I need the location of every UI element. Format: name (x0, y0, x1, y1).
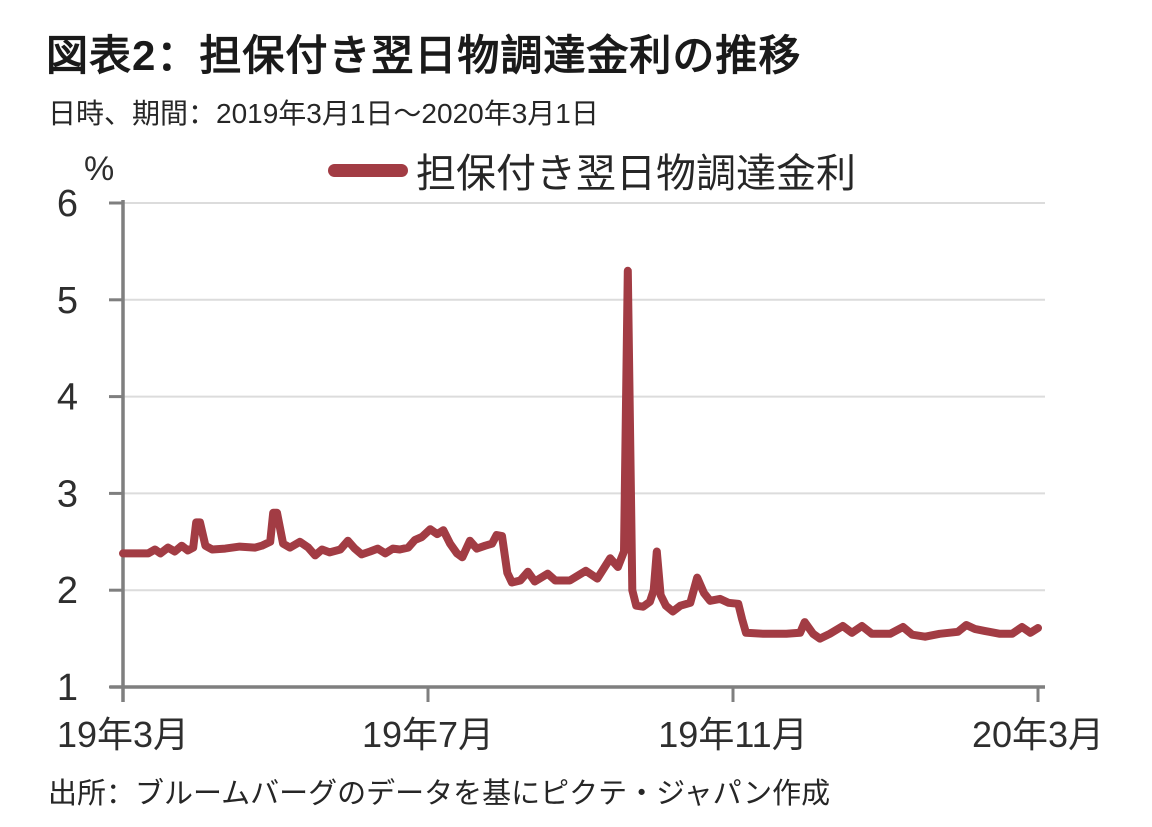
x-tick-label: 20年3月 (972, 714, 1104, 755)
legend-label: 担保付き翌日物調達金利 (416, 152, 856, 196)
x-tick-label: 19年3月 (57, 714, 189, 755)
y-tick-label: 6 (57, 183, 78, 225)
legend: 担保付き翌日物調達金利 (328, 146, 856, 196)
y-tick-label: 2 (57, 570, 78, 612)
y-tick-label: 1 (57, 667, 78, 709)
y-tick-label: 5 (57, 280, 78, 322)
y-axis-unit-label: % (84, 150, 115, 188)
chart-subtitle: 日時、期間：2019年3月1日～2020年3月1日 (48, 98, 599, 129)
x-tick-label: 19年11月 (658, 714, 807, 755)
chart-title: 図表2：担保付き翌日物調達金利の推移 (46, 32, 802, 79)
legend-line-swatch (328, 163, 408, 177)
y-tick-label: 3 (57, 473, 78, 515)
x-tick-label: 19年7月 (362, 714, 494, 755)
rate-line-series (119, 266, 1042, 643)
source-note: 出所：ブルームバーグのデータを基にピクテ・ジャパン作成 (48, 778, 831, 810)
y-tick-label: 4 (57, 377, 78, 419)
